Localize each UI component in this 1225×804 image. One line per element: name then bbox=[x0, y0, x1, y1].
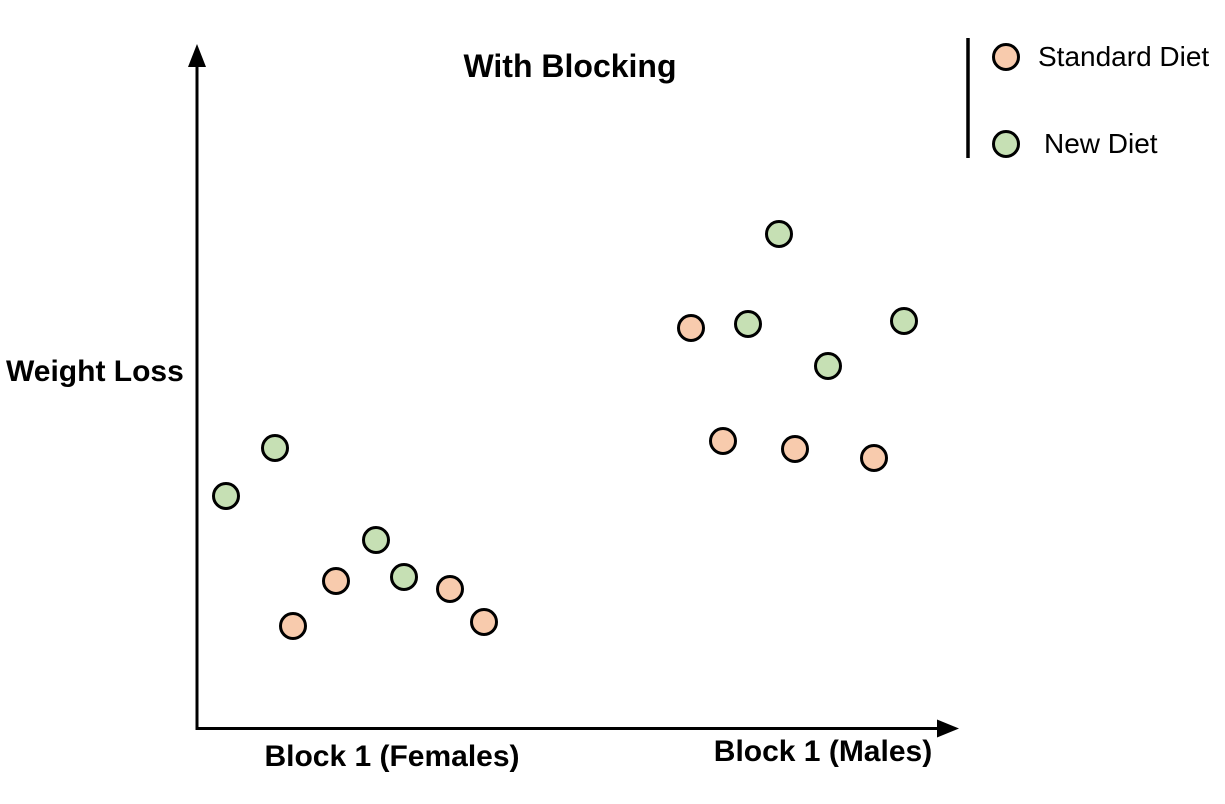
data-point-new-diet bbox=[390, 563, 418, 591]
data-point-new-diet bbox=[765, 220, 793, 248]
data-point-standard-diet bbox=[436, 575, 464, 603]
data-point-new-diet bbox=[362, 526, 390, 554]
data-point-standard-diet bbox=[279, 612, 307, 640]
x-axis-arrowhead-icon bbox=[937, 719, 959, 738]
data-point-standard-diet bbox=[470, 608, 498, 636]
chart-title: With Blocking bbox=[463, 48, 677, 84]
data-point-new-diet bbox=[261, 434, 289, 462]
x-axis-label-males: Block 1 (Males) bbox=[713, 735, 933, 768]
legend-label-new-diet: New Diet bbox=[1044, 128, 1158, 159]
data-point-standard-diet bbox=[781, 435, 809, 463]
data-point-new-diet bbox=[890, 307, 918, 335]
y-axis-label: Weight Loss bbox=[6, 355, 184, 388]
y-axis-arrowhead-icon bbox=[188, 44, 206, 67]
legend-swatch-new-diet-icon bbox=[992, 130, 1020, 158]
data-point-standard-diet bbox=[860, 444, 888, 472]
scatter-points-group bbox=[212, 220, 918, 640]
data-point-standard-diet bbox=[709, 427, 737, 455]
data-point-new-diet bbox=[734, 310, 762, 338]
x-axis-label-females: Block 1 (Females) bbox=[264, 740, 520, 773]
legend-label-standard-diet: Standard Diet bbox=[1038, 41, 1210, 72]
data-point-new-diet bbox=[814, 352, 842, 380]
data-point-standard-diet bbox=[677, 314, 705, 342]
legend-swatch-standard-diet-icon bbox=[992, 43, 1020, 71]
data-point-new-diet bbox=[212, 482, 240, 510]
data-point-standard-diet bbox=[322, 567, 350, 595]
